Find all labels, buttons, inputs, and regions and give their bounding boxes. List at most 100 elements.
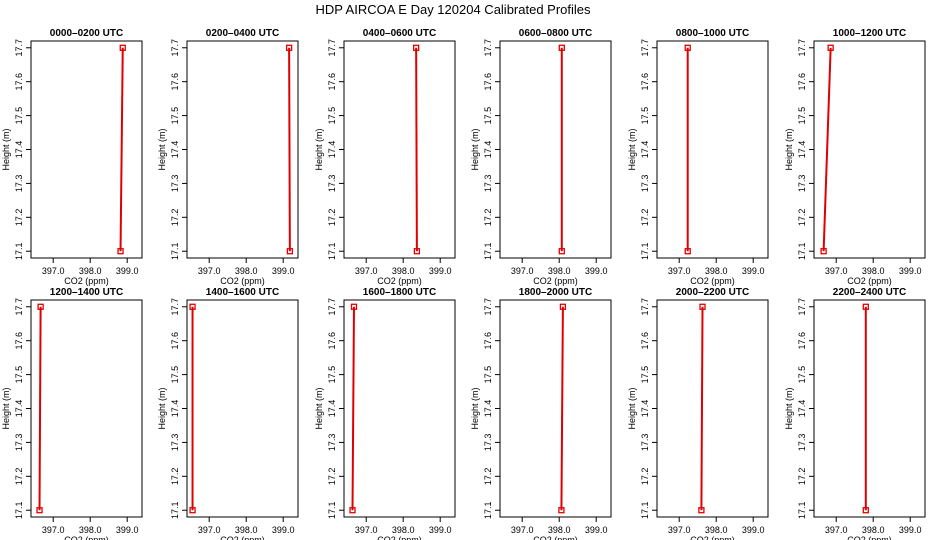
x-axis-label: CO2 (ppm) <box>64 535 109 540</box>
y-tick-label: 17.7 <box>14 39 24 57</box>
x-tick-label: 397.0 <box>355 266 378 276</box>
plot-frame <box>186 299 299 518</box>
y-tick-label: 17.2 <box>14 209 24 227</box>
y-tick-label: 17.1 <box>797 242 807 260</box>
y-tick-label: 17.1 <box>170 242 180 260</box>
x-tick-label: 397.0 <box>825 525 848 535</box>
y-tick-label: 17.7 <box>640 39 650 57</box>
x-tick-label: 397.0 <box>511 266 534 276</box>
x-tick-label: 398.0 <box>548 525 571 535</box>
y-tick-label: 17.2 <box>483 209 493 227</box>
y-tick-label: 17.2 <box>640 468 650 486</box>
y-tick-label: 17.2 <box>327 468 337 486</box>
y-tick-label: 17.4 <box>327 141 337 159</box>
x-tick-label: 399.0 <box>116 266 139 276</box>
data-point <box>699 303 706 310</box>
x-tick-label: 397.0 <box>198 525 221 535</box>
x-axis-label: CO2 (ppm) <box>533 276 578 286</box>
profile-line <box>415 47 418 252</box>
plot-frame <box>30 299 143 518</box>
x-tick-label: 397.0 <box>42 525 65 535</box>
data-point <box>862 507 869 514</box>
y-tick-label: 17.2 <box>640 209 650 227</box>
x-tick-label: 398.0 <box>235 266 258 276</box>
x-axis-label: CO2 (ppm) <box>847 276 892 286</box>
y-tick-label: 17.2 <box>483 468 493 486</box>
page-title: HDP AIRCOA E Day 120204 Calibrated Profi… <box>315 2 591 17</box>
x-tick-label: 397.0 <box>198 266 221 276</box>
panel-7: 1400–1600 UTC 17.1 17.2 17.3 17.4 17.5 17.6 17.… <box>157 287 299 540</box>
panel-title: 1200–1400 UTC <box>50 287 123 298</box>
y-axis-label: Height (m) <box>314 128 324 170</box>
profile-line <box>700 306 704 511</box>
y-axis-label: Height (m) <box>157 387 167 429</box>
x-tick-label: 398.0 <box>392 525 415 535</box>
data-point <box>117 248 124 255</box>
y-tick-label: 17.3 <box>640 175 650 193</box>
data-point <box>684 44 691 51</box>
panel-11: 2200–2400 UTC 17.1 17.2 17.3 17.4 17.5 17.6 17.… <box>784 287 926 540</box>
y-tick-label: 17.3 <box>640 434 650 452</box>
panel-9: 1800–2000 UTC 17.1 17.2 17.3 17.4 17.5 17.6 17.… <box>470 287 612 540</box>
y-tick-label: 17.4 <box>797 400 807 418</box>
profile-line <box>119 47 124 252</box>
data-point <box>119 44 126 51</box>
x-tick-label: 398.0 <box>392 266 415 276</box>
y-tick-label: 17.7 <box>327 39 337 57</box>
y-tick-label: 17.3 <box>14 434 24 452</box>
x-axis-label: CO2 (ppm) <box>533 535 578 540</box>
panel-10: 2000–2200 UTC 17.1 17.2 17.3 17.4 17.5 17.6 17.… <box>627 287 769 540</box>
x-axis-label: CO2 (ppm) <box>847 535 892 540</box>
x-tick-label: 399.0 <box>585 525 608 535</box>
y-tick-label: 17.4 <box>483 400 493 418</box>
y-tick-label: 17.1 <box>640 242 650 260</box>
data-point <box>698 507 705 514</box>
y-tick-label: 17.5 <box>14 107 24 125</box>
panel-8: 1600–1800 UTC 17.1 17.2 17.3 17.4 17.5 17.6 17.… <box>314 287 456 540</box>
plot-frame <box>499 299 612 518</box>
y-tick-label: 17.7 <box>797 39 807 57</box>
y-tick-label: 17.5 <box>797 366 807 384</box>
y-tick-label: 17.5 <box>640 107 650 125</box>
x-tick-label: 399.0 <box>116 525 139 535</box>
x-tick-label: 398.0 <box>235 525 258 535</box>
y-tick-label: 17.2 <box>14 468 24 486</box>
profile-line <box>560 306 564 511</box>
y-tick-label: 17.5 <box>797 107 807 125</box>
y-tick-label: 17.6 <box>640 73 650 91</box>
x-tick-label: 397.0 <box>668 525 691 535</box>
data-point <box>820 248 827 255</box>
y-tick-label: 17.5 <box>483 366 493 384</box>
y-tick-label: 17.4 <box>640 141 650 159</box>
x-tick-label: 399.0 <box>272 266 295 276</box>
x-tick-label: 397.0 <box>825 266 848 276</box>
x-tick-label: 399.0 <box>899 266 922 276</box>
y-tick-label: 17.3 <box>483 175 493 193</box>
panel-title: 1400–1600 UTC <box>206 287 279 298</box>
x-tick-label: 399.0 <box>272 525 295 535</box>
y-tick-label: 17.4 <box>170 141 180 159</box>
y-tick-label: 17.1 <box>483 242 493 260</box>
y-axis-label: Height (m) <box>627 387 637 429</box>
x-tick-label: 398.0 <box>705 266 728 276</box>
y-tick-label: 17.6 <box>170 332 180 350</box>
y-tick-label: 17.7 <box>327 298 337 316</box>
y-tick-label: 17.3 <box>797 434 807 452</box>
panel-grid: 0000–0200 UTC 17.1 17.2 17.3 17.4 17.5 17.6 17.… <box>1 28 926 540</box>
y-tick-label: 17.2 <box>797 209 807 227</box>
y-tick-label: 17.2 <box>170 209 180 227</box>
x-tick-label: 399.0 <box>742 525 765 535</box>
y-tick-label: 17.5 <box>170 366 180 384</box>
y-tick-label: 17.6 <box>483 73 493 91</box>
y-axis-label: Height (m) <box>784 387 794 429</box>
data-point <box>412 44 420 51</box>
x-tick-label: 398.0 <box>79 525 102 535</box>
x-axis-label: CO2 (ppm) <box>220 535 265 540</box>
x-axis-label: CO2 (ppm) <box>377 535 422 540</box>
y-tick-label: 17.4 <box>170 400 180 418</box>
y-tick-label: 17.6 <box>327 73 337 91</box>
x-tick-label: 398.0 <box>862 266 885 276</box>
panel-title: 1800–2000 UTC <box>519 287 592 298</box>
panel-6: 1200–1400 UTC 17.1 17.2 17.3 17.4 17.5 17.6 17.… <box>1 287 143 540</box>
x-tick-label: 398.0 <box>862 525 885 535</box>
